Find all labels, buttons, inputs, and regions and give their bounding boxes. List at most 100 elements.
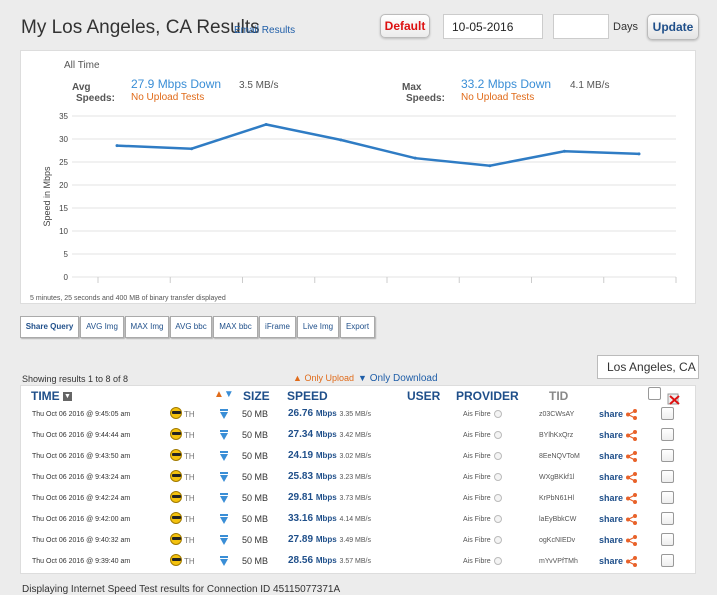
share-link[interactable]: share	[599, 430, 624, 440]
table-row: Thu Oct 06 2016 @ 9:40:32 am TH 50 MB 27.89…	[20, 530, 696, 551]
share-icon[interactable]	[625, 409, 637, 421]
provider-info-icon[interactable]	[493, 410, 502, 418]
row-provider: Ais Fibre	[463, 410, 502, 418]
speed-column-header[interactable]: SPEED	[287, 389, 328, 403]
row-share[interactable]: share	[599, 430, 637, 442]
share-link[interactable]: share	[599, 514, 624, 524]
page-title: My Los Angeles, CA Results	[21, 17, 260, 38]
share-icon[interactable]	[625, 493, 637, 505]
row-share[interactable]: share	[599, 451, 637, 463]
direction-sort-header[interactable]: ▲▼	[214, 389, 234, 400]
share-link[interactable]: share	[599, 409, 624, 419]
share-icon[interactable]	[625, 514, 637, 526]
chart-point	[488, 164, 492, 168]
chart-y-tick-label: 30	[59, 135, 68, 144]
row-tid[interactable]: laEyBbkCW	[539, 516, 577, 523]
max-bbc-button[interactable]: MAX bbc	[213, 316, 258, 338]
row-checkbox[interactable]	[661, 407, 674, 420]
share-icon[interactable]	[625, 472, 637, 484]
row-share[interactable]: share	[599, 493, 637, 505]
row-share[interactable]: share	[599, 514, 637, 526]
share-link[interactable]: share	[599, 451, 624, 461]
date-input[interactable]	[443, 14, 543, 39]
row-checkbox[interactable]	[661, 470, 674, 483]
row-tid[interactable]: 8EeNQVToM	[539, 453, 580, 460]
provider-info-icon[interactable]	[493, 557, 502, 565]
row-checkbox[interactable]	[661, 554, 674, 567]
provider-info-icon[interactable]	[493, 494, 502, 502]
share-icon[interactable]	[625, 451, 637, 463]
row-checkbox[interactable]	[661, 533, 674, 546]
export-button[interactable]: Export	[340, 316, 375, 338]
row-checkbox[interactable]	[661, 449, 674, 462]
provider-info-icon[interactable]	[493, 536, 502, 544]
row-tid[interactable]: WXgBKkf1l	[539, 474, 575, 481]
live-img-button[interactable]: Live Img	[297, 316, 339, 338]
provider-column-header[interactable]: PROVIDER	[456, 389, 519, 403]
download-arrow-icon	[219, 533, 229, 551]
provider-info-icon[interactable]	[493, 431, 502, 439]
sort-dropdown-icon[interactable]: ▼	[63, 392, 73, 402]
row-checkbox[interactable]	[661, 512, 674, 525]
row-mbs: 3.35 MB/s	[339, 411, 371, 418]
row-provider-name: Ais Fibre	[463, 557, 491, 565]
chart-y-tick-label: 5	[64, 250, 69, 259]
share-icon[interactable]	[625, 556, 637, 568]
delete-icon[interactable]	[667, 392, 680, 405]
time-column-header[interactable]: TIME ▼	[31, 389, 73, 403]
row-mbs: 3.42 MB/s	[339, 432, 371, 439]
only-upload-filter[interactable]: ▲ Only Upload	[293, 373, 354, 383]
row-tid[interactable]: KrPbN61Hl	[539, 495, 575, 502]
share-icon[interactable]	[625, 430, 637, 442]
chart-y-tick-label: 25	[59, 158, 68, 167]
provider-info-icon[interactable]	[493, 452, 502, 460]
row-checkbox[interactable]	[661, 491, 674, 504]
provider-info-icon[interactable]	[493, 473, 502, 481]
isp-avatar-icon	[170, 491, 182, 503]
share-link[interactable]: share	[599, 556, 624, 566]
row-tid[interactable]: BYlhKxQrz	[539, 432, 574, 439]
days-input[interactable]	[553, 14, 609, 39]
share-link[interactable]: share	[599, 493, 624, 503]
max-img-button[interactable]: MAX Img	[125, 316, 169, 338]
location-select[interactable]: Los Angeles, CA	[597, 355, 699, 379]
row-country: TH	[184, 452, 195, 461]
iframe-button[interactable]: iFrame	[259, 316, 296, 338]
provider-info-icon[interactable]	[493, 515, 502, 523]
row-tid[interactable]: z03CWsAY	[539, 411, 575, 418]
chart-y-tick-label: 35	[59, 112, 68, 121]
row-share[interactable]: share	[599, 472, 637, 484]
row-share[interactable]: share	[599, 409, 637, 421]
row-speed: 26.76 Mbps 3.35 MB/s	[288, 408, 371, 419]
row-speed-value: 27.34	[288, 429, 314, 440]
share-query-button[interactable]: Share Query	[20, 316, 79, 338]
only-upload-label: Only Upload	[304, 373, 354, 383]
row-checkbox[interactable]	[661, 428, 674, 441]
email-results-link[interactable]: Email Results	[234, 25, 296, 36]
time-header-label: TIME	[31, 389, 60, 403]
download-arrow-icon	[219, 449, 229, 467]
share-icon[interactable]	[625, 535, 637, 547]
row-speed: 27.89 Mbps 3.49 MB/s	[288, 534, 371, 545]
avg-bbc-button[interactable]: AVG bbc	[170, 316, 212, 338]
row-share[interactable]: share	[599, 556, 637, 568]
share-link[interactable]: share	[599, 535, 624, 545]
share-link[interactable]: share	[599, 472, 624, 482]
row-share[interactable]: share	[599, 535, 637, 547]
only-download-label: Only Download	[369, 373, 438, 384]
row-tid[interactable]: ogKcNIEDv	[539, 537, 576, 544]
row-size: 50 MB	[242, 535, 269, 545]
select-all-checkbox[interactable]	[648, 387, 661, 400]
row-speed-unit: Mbps	[315, 430, 337, 439]
isp-avatar-icon	[170, 449, 182, 461]
only-download-filter[interactable]: ▼ Only Download	[358, 373, 438, 384]
size-column-header[interactable]: SIZE	[243, 389, 270, 403]
avg-img-button[interactable]: AVG Img	[80, 316, 124, 338]
tid-column-header[interactable]: TID	[549, 389, 569, 403]
update-button[interactable]: Update	[647, 14, 699, 40]
chart-point	[115, 144, 119, 148]
default-button[interactable]: Default	[380, 14, 430, 38]
all-time-label: All Time	[64, 60, 100, 71]
user-column-header[interactable]: USER	[407, 389, 441, 403]
row-tid[interactable]: mYvVPfTMh	[539, 558, 578, 565]
